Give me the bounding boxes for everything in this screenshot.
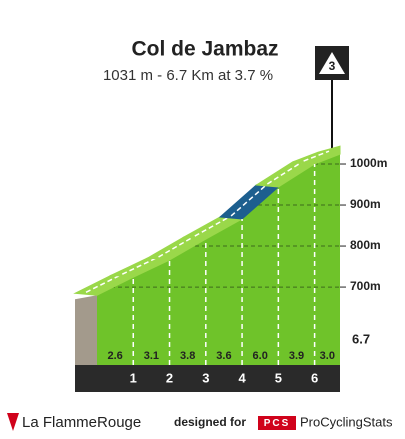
x-tick-label: 1 bbox=[130, 370, 137, 385]
x-tick-label: 4 bbox=[238, 370, 246, 385]
pcs-name: ProCyclingStats bbox=[300, 414, 393, 429]
designed-for: designed for bbox=[174, 415, 246, 429]
gradient-label: 2.6 bbox=[107, 350, 122, 362]
badge-triangle bbox=[319, 52, 345, 74]
profile-face bbox=[97, 154, 340, 365]
y-tick-label: 900m bbox=[350, 197, 381, 211]
brand-name: La FlammeRouge bbox=[22, 414, 141, 431]
segment-top-dash bbox=[303, 150, 330, 162]
gradient-label: 3.1 bbox=[144, 350, 159, 362]
y-tick-label: 800m bbox=[350, 238, 381, 252]
pcs-logo: PCS bbox=[264, 418, 291, 429]
chart-title: Col de Jambaz bbox=[131, 38, 278, 61]
x-tick-label: 5 bbox=[275, 370, 282, 385]
x-tick-label: 6 bbox=[311, 370, 318, 385]
x-tick-label: 3 bbox=[202, 370, 209, 385]
segment-top-dash bbox=[158, 235, 196, 258]
pcs-logo-box bbox=[258, 416, 296, 430]
x-tick-label: 2 bbox=[166, 370, 173, 385]
segment-top-dash bbox=[266, 160, 305, 185]
x-end-label: 6.7 bbox=[352, 331, 370, 346]
segment-top-dash bbox=[194, 215, 232, 237]
segment-top-dash bbox=[230, 183, 268, 217]
brand-logo bbox=[7, 413, 19, 431]
gradient-label: 3.8 bbox=[180, 350, 195, 362]
badge-number: 3 bbox=[329, 59, 336, 73]
gradient-label: 3.6 bbox=[216, 350, 231, 362]
segment-top-dash bbox=[121, 256, 159, 275]
base-band bbox=[75, 365, 340, 392]
y-tick-label: 700m bbox=[350, 279, 381, 293]
chart-subtitle: 1031 m - 6.7 Km at 3.7 % bbox=[103, 67, 273, 84]
y-tick-label: 1000m bbox=[350, 156, 387, 170]
side-face bbox=[75, 295, 97, 365]
gradient-label: 6.0 bbox=[253, 350, 268, 362]
gradient-label: 3.0 bbox=[320, 350, 335, 362]
segment-top-dash bbox=[85, 273, 123, 293]
segment-top bbox=[292, 145, 341, 165]
gradient-label: 3.9 bbox=[289, 350, 304, 362]
